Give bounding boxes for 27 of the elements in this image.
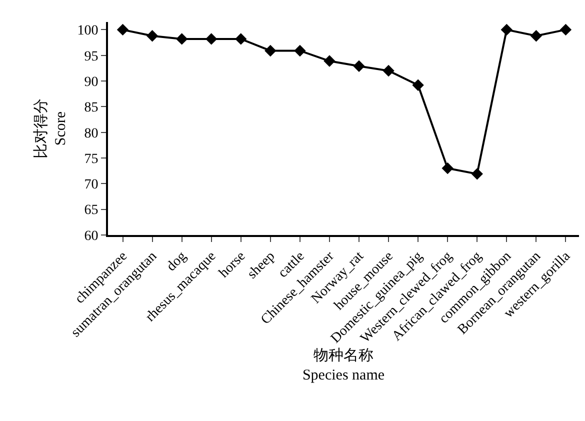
- point: [560, 24, 572, 36]
- point: [294, 44, 306, 57]
- y-tick-label: 90: [84, 74, 98, 90]
- y-tick-label: 95: [84, 49, 98, 64]
- y-tick-label: 60: [84, 228, 98, 244]
- y-tick-label: 75: [84, 152, 98, 167]
- y-tick-label: 65: [84, 203, 98, 218]
- point: [382, 64, 394, 77]
- point: [500, 24, 512, 36]
- x-axis-title: 物种名称 Species name: [302, 346, 385, 384]
- y-tick-label: 70: [84, 178, 98, 193]
- point: [324, 55, 336, 67]
- point: [353, 60, 365, 72]
- point: [176, 33, 188, 45]
- point: [412, 79, 424, 91]
- point: [116, 24, 129, 36]
- y-axis-title: 比对得分 Score: [32, 98, 69, 158]
- y-tick-label: 100: [77, 24, 98, 39]
- point: [206, 33, 218, 45]
- y-tick-label: 85: [84, 100, 98, 116]
- point: [442, 162, 454, 174]
- point: [235, 33, 247, 45]
- point: [146, 30, 158, 42]
- point: [471, 168, 483, 180]
- point: [530, 30, 542, 42]
- y-tick-label: 80: [84, 126, 98, 142]
- point: [264, 44, 276, 57]
